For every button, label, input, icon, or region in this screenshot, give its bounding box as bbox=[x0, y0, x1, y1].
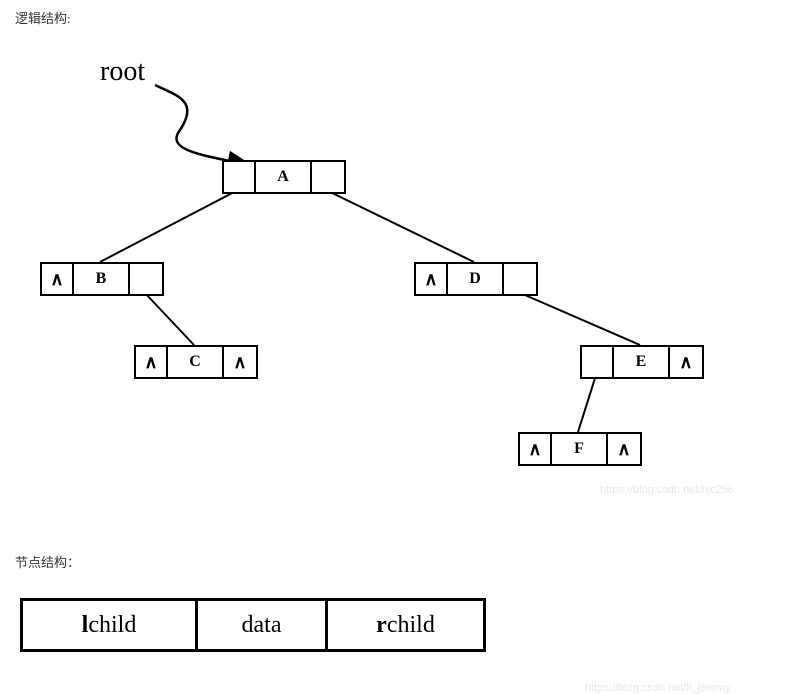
edge-b-c bbox=[144, 292, 194, 345]
root-arrow bbox=[155, 85, 250, 165]
tree-node-c: ∧ C ∧ bbox=[134, 345, 258, 379]
tree-node-e: E∧ bbox=[580, 345, 704, 379]
rchild-ptr: ∧ bbox=[608, 434, 640, 464]
node-structure-label: 节点结构： bbox=[15, 552, 80, 571]
edge-a-b bbox=[100, 190, 238, 262]
null-icon: ∧ bbox=[233, 352, 246, 373]
rchild-ptr: ∧ bbox=[670, 347, 702, 377]
null-icon: ∧ bbox=[679, 352, 692, 373]
node-data: D bbox=[448, 264, 504, 294]
tree-node-d: ∧D bbox=[414, 262, 538, 296]
null-icon: ∧ bbox=[424, 269, 437, 290]
watermark-1: https://blog.csdn.net/hjc256 bbox=[600, 484, 734, 496]
tree-node-a: A bbox=[222, 160, 346, 194]
edge-d-e bbox=[518, 292, 640, 345]
node-data: A bbox=[256, 162, 312, 192]
tree-node-b: ∧B bbox=[40, 262, 164, 296]
logical-structure-label: 逻辑结构: bbox=[15, 8, 71, 27]
node-struct-table: lchilddatarchild bbox=[20, 598, 486, 652]
edge-e-f bbox=[578, 375, 596, 432]
rchild-ptr bbox=[504, 264, 536, 294]
rchild-ptr bbox=[312, 162, 344, 192]
root-label: root bbox=[100, 56, 145, 88]
null-icon: ∧ bbox=[50, 269, 63, 290]
struct-cell-1: data bbox=[198, 601, 328, 649]
node-data: E bbox=[614, 347, 670, 377]
node-data: F bbox=[552, 434, 608, 464]
rchild-ptr bbox=[130, 264, 162, 294]
lchild-ptr: ∧ bbox=[136, 347, 168, 377]
node-data: B bbox=[74, 264, 130, 294]
null-icon: ∧ bbox=[528, 439, 541, 460]
lchild-ptr: ∧ bbox=[416, 264, 448, 294]
null-icon: ∧ bbox=[144, 352, 157, 373]
rchild-ptr: ∧ bbox=[224, 347, 256, 377]
node-data: C bbox=[168, 347, 224, 377]
lchild-ptr: ∧ bbox=[520, 434, 552, 464]
edge-a-d bbox=[326, 190, 474, 262]
struct-cell-2: rchild bbox=[328, 601, 483, 649]
null-icon: ∧ bbox=[617, 439, 630, 460]
tree-node-f: ∧ F ∧ bbox=[518, 432, 642, 466]
lchild-ptr bbox=[224, 162, 256, 192]
lchild-ptr: ∧ bbox=[42, 264, 74, 294]
lchild-ptr bbox=[582, 347, 614, 377]
watermark-2: https://blog.csdn.net/li_jeremy bbox=[585, 682, 731, 694]
struct-cell-0: lchild bbox=[23, 601, 198, 649]
